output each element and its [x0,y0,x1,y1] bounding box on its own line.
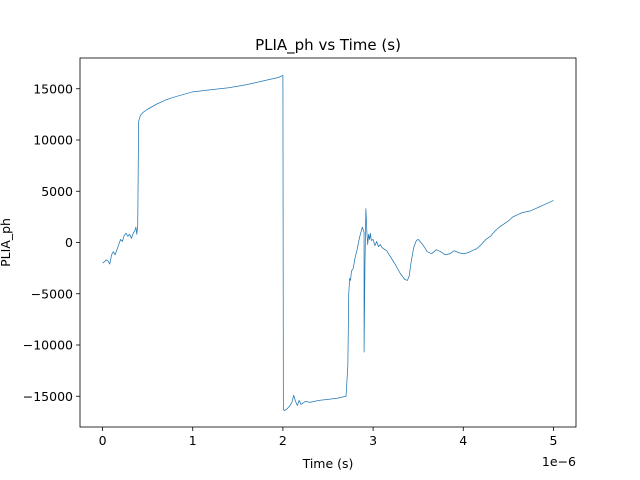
series-line [102,75,554,411]
y-tick-label: −10000 [23,338,73,353]
y-axis-label: PLIA_ph [0,218,13,267]
y-tick-label: 5000 [41,184,73,199]
x-axis: 0 1 2 3 4 5 [99,427,557,448]
x-tick-label: 5 [549,433,557,448]
x-tick-label: 3 [369,433,377,448]
y-tick-label: −5000 [31,286,73,301]
x-tick-label: 1 [189,433,197,448]
x-tick-label: 0 [99,433,107,448]
x-axis-label: Time (s) [302,456,354,471]
plot-area [79,57,577,428]
axes-frame [79,57,577,428]
x-tick-label: 4 [459,433,467,448]
x-tick-label: 2 [279,433,287,448]
x-axis-offset-label: 1e−6 [542,454,576,469]
y-tick-label: 10000 [33,133,73,148]
y-tick-label: 0 [65,235,73,250]
y-tick-label: 15000 [33,81,73,96]
y-axis: −15000 −10000 −5000 0 5000 10000 15000 [23,81,80,404]
y-tick-label: −15000 [23,389,73,404]
chart-title: PLIA_ph vs Time (s) [255,36,401,55]
